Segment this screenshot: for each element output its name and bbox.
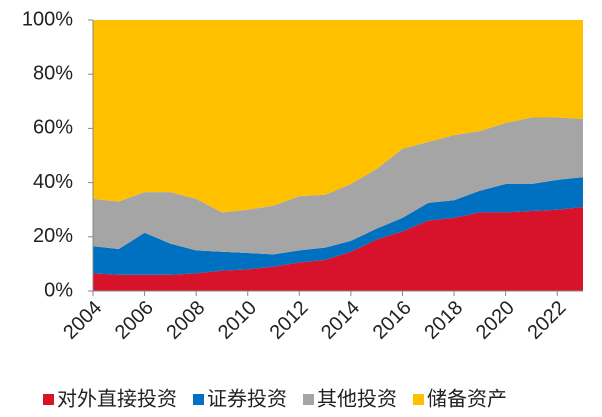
x-tick-label: 2010	[214, 297, 261, 344]
legend-swatch	[193, 394, 204, 405]
x-tick-label: 2006	[111, 297, 158, 344]
x-tick-label: 2014	[317, 297, 364, 344]
area	[93, 117, 583, 255]
y-tick-label: 60%	[33, 117, 73, 139]
x-tick-label: 2004	[59, 297, 106, 344]
y-tick-label: 40%	[33, 171, 73, 193]
area	[93, 206, 583, 291]
y-tick-label: 0%	[44, 279, 73, 301]
legend-label: 储备资产	[427, 387, 507, 410]
x-tick-label: 2012	[266, 297, 313, 344]
legend-label: 对外直接投资	[57, 387, 177, 410]
legend-label: 证券投资	[207, 387, 287, 410]
y-tick-label: 100%	[22, 8, 73, 30]
y-tick-label: 20%	[33, 225, 73, 247]
x-tick-label: 2020	[472, 297, 519, 344]
x-tick-label: 2008	[162, 297, 209, 344]
legend-swatch	[303, 394, 314, 405]
y-tick-label: 80%	[33, 62, 73, 84]
legend-swatch	[43, 394, 54, 405]
legend-swatch	[413, 394, 424, 405]
area	[93, 177, 583, 275]
area	[93, 20, 583, 213]
x-tick-label: 2022	[523, 297, 570, 344]
x-tick-label: 2018	[420, 297, 467, 344]
legend-label: 其他投资	[317, 387, 397, 410]
x-tick-label: 2016	[369, 297, 416, 344]
